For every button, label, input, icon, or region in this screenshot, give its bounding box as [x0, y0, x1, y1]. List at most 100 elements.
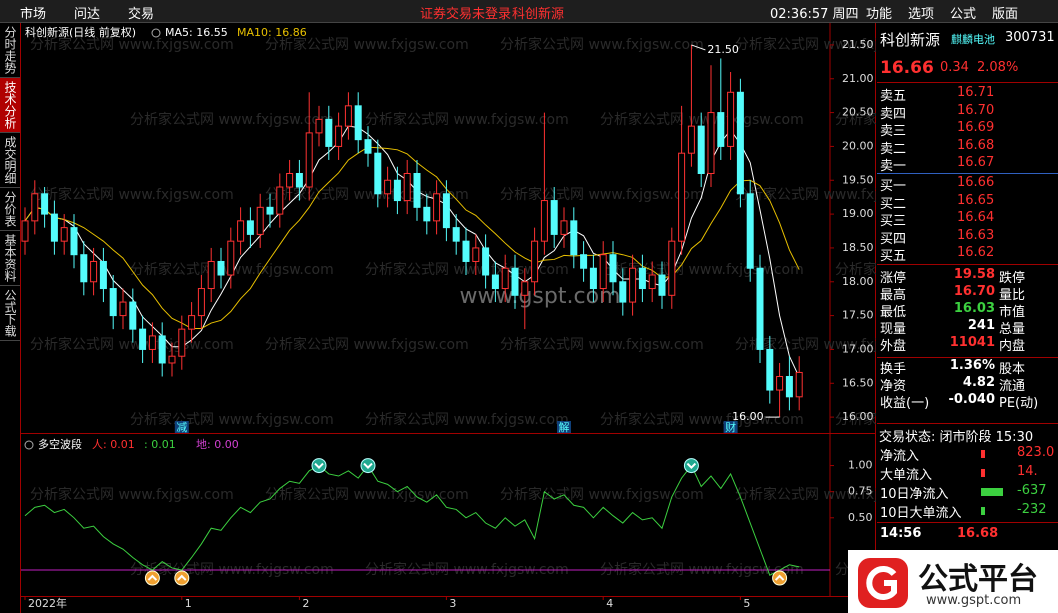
bid-label: 买一	[880, 179, 907, 194]
stat-label: 跌停	[999, 271, 1026, 286]
y-tick-label: 18.00	[842, 275, 874, 288]
y-tick-label: 19.00	[842, 207, 874, 220]
candle-body	[41, 193, 49, 215]
candle-body	[393, 179, 401, 202]
candle-body	[540, 200, 548, 242]
side-tab[interactable]: 基本资料	[0, 231, 20, 286]
ask-label: 卖三	[880, 124, 907, 139]
bottom-signal-arrow	[774, 574, 785, 581]
candle-body	[286, 172, 294, 188]
flow-value: -637	[1017, 483, 1047, 498]
top-signal-arrow	[686, 462, 697, 469]
candle-body	[413, 172, 421, 208]
stock-code: 300731	[1005, 30, 1055, 45]
x-tick-label: 1	[185, 597, 192, 610]
ask-label: 卖二	[880, 141, 907, 157]
chart-area: 分析家公式网 www.fxjgsw.com 分析家公式网 www.fxjgsw.c…	[20, 23, 876, 613]
x-tick-label: 2022年	[28, 596, 67, 610]
menu-item[interactable]: 交易	[128, 7, 155, 22]
bid-label: 买四	[880, 231, 907, 247]
indicator-title: 多空波段	[38, 437, 82, 451]
candle-body	[227, 240, 235, 276]
trade-status: 交易状态: 闭市阶段 15:30	[879, 430, 1034, 445]
tool-item[interactable]: 版面	[992, 7, 1019, 22]
indicator-legend: 地: 0.00	[196, 438, 239, 451]
y-tick-label: 1.00	[848, 459, 873, 472]
menu-item[interactable]: 市场	[20, 7, 47, 22]
menu-item[interactable]: 问达	[74, 7, 101, 22]
candle-body	[452, 227, 460, 242]
candle-body	[501, 267, 509, 290]
flow-label: 10日大单流入	[880, 506, 962, 521]
watermark: 分析家公式网 www.fxjgsw.com	[500, 336, 704, 353]
bottom-signal-arrow	[147, 574, 158, 581]
y-tick-label: 16.00	[842, 410, 874, 423]
logo: 公式平台 www.gspt.com	[848, 550, 1058, 613]
flow-label: 大单流入	[880, 468, 933, 483]
divider	[877, 82, 1058, 83]
candle-body	[570, 220, 578, 256]
tool-item[interactable]: 选项	[908, 7, 935, 22]
bottom-signal	[144, 570, 160, 586]
candle-body	[374, 152, 382, 195]
side-tab[interactable]: 公式下载	[0, 286, 20, 341]
event-badge	[723, 421, 738, 433]
watermark: 分析家公式网 www.fxjgsw.com	[500, 36, 704, 53]
stat-label: 收益(一)	[880, 396, 930, 411]
stat-value: 16.03	[953, 301, 995, 316]
candle-body	[139, 328, 147, 350]
logo-title: 公式平台	[918, 562, 1038, 597]
stat-label: PE(动)	[999, 396, 1039, 411]
candle-body	[785, 376, 793, 398]
candle-body	[188, 315, 196, 330]
flow-label: 10日净流入	[880, 487, 949, 502]
top-signal	[683, 458, 699, 474]
stat-label: 净资	[880, 379, 907, 394]
divider	[877, 264, 1058, 265]
candle-body	[687, 125, 695, 154]
tool-item[interactable]: 公式	[950, 7, 977, 22]
candle-body	[168, 355, 176, 364]
side-tab[interactable]: 分价表	[0, 188, 20, 231]
candle-body	[589, 267, 597, 290]
candle-body	[109, 288, 117, 317]
candle-body	[148, 335, 156, 350]
candle-body	[433, 193, 441, 222]
stat-label: 股本	[999, 362, 1026, 377]
stat-label: 换手	[880, 362, 907, 377]
stock-name: 科创新源	[880, 31, 941, 49]
candle-body	[717, 112, 725, 147]
x-tick-label: 4	[606, 597, 613, 610]
bid-label: 买二	[880, 196, 907, 212]
event-badge	[174, 421, 189, 433]
watermark: 分析家公式网 www.fxjgsw.com	[835, 261, 876, 278]
watermark: 分析家公式网 www.fxjgsw.com	[735, 36, 876, 53]
candle-body	[658, 274, 666, 296]
watermark: 分析家公式网 www.fxjgsw.com	[600, 411, 804, 428]
stat-value: -0.040	[948, 392, 995, 407]
top-bar: 市场 问达 交易 证券交易未登录 科创新源 02:36:57 周四 功能 选项 公式 版面	[0, 0, 1058, 23]
candle-body	[668, 240, 676, 296]
watermark: 分析家公式网 www.fxjgsw.com	[30, 36, 234, 53]
y-tick-label: 18.50	[842, 241, 874, 254]
candle-body	[482, 247, 490, 276]
top-signal	[311, 458, 327, 474]
top-stock: 科创新源	[512, 7, 565, 22]
watermark: 分析家公式网 www.fxjgsw.com	[265, 486, 469, 503]
side-tab[interactable]: 技术分析	[0, 78, 20, 133]
top-signal-arrow	[314, 462, 324, 469]
bid-price: 16.64	[957, 210, 995, 225]
watermark: 分析家公式网 www.fxjgsw.com	[500, 186, 704, 203]
candle-body	[511, 267, 519, 296]
side-tab[interactable]: 成交明细	[0, 133, 20, 188]
stat-value: 11041	[949, 335, 995, 350]
tool-item[interactable]: 功能	[866, 7, 893, 22]
stat-label: 量比	[999, 288, 1026, 303]
watermark: 分析家公式网 www.fxjgsw.com	[265, 36, 469, 53]
flow-label: 净流入	[880, 449, 920, 464]
candle-body	[325, 118, 333, 147]
stat-label: 现量	[880, 322, 907, 337]
side-tab[interactable]: 分时走势	[0, 23, 20, 78]
watermark: 分析家公式网 www.fxjgsw.com	[600, 561, 804, 578]
